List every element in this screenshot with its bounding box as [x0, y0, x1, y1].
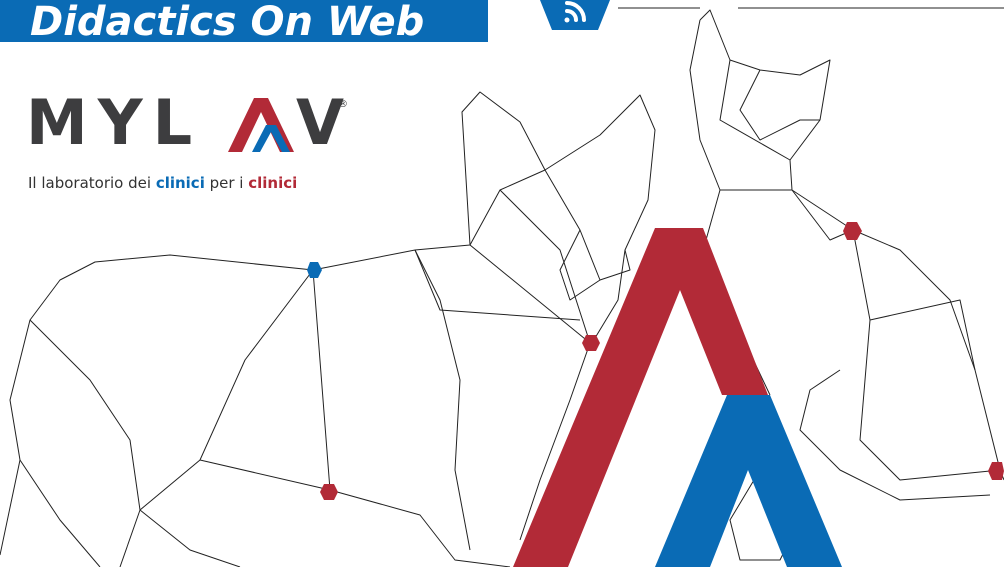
banner: Didactics On Web MYL V ® Il laboratorio …: [0, 0, 1004, 567]
background: [0, 0, 1004, 567]
logo-text: MYL: [26, 86, 202, 159]
tagline: Il laboratorio dei clinici per i clinici: [28, 174, 297, 192]
header-title: Didactics On Web: [30, 0, 424, 45]
registered: ®: [338, 99, 348, 110]
tagline-part: clinici: [156, 174, 205, 192]
logo-text: V: [296, 86, 344, 159]
tagline-part: clinici: [248, 174, 297, 192]
tagline-part: per i: [205, 174, 248, 192]
tagline-part: Il laboratorio dei: [28, 174, 156, 192]
